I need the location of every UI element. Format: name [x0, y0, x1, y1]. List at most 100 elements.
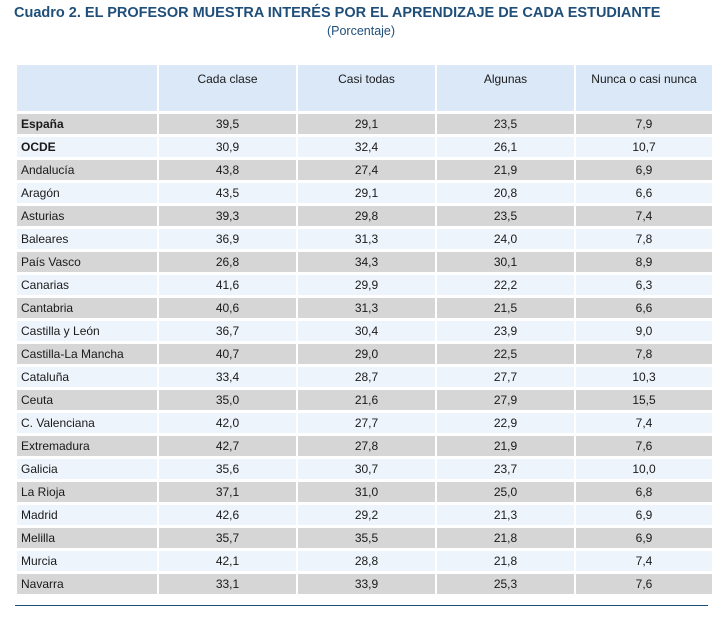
value-cell: 7,9 — [576, 114, 712, 134]
value-cell: 43,5 — [159, 183, 296, 203]
value-cell: 23,9 — [437, 321, 574, 341]
value-cell: 33,9 — [298, 574, 435, 594]
table-title: Cuadro 2. EL PROFESOR MUESTRA INTERÉS PO… — [14, 5, 661, 21]
value-cell: 37,1 — [159, 482, 296, 502]
value-cell: 39,3 — [159, 206, 296, 226]
value-cell: 7,4 — [576, 413, 712, 433]
table-row: España 39,5 29,1 23,5 7,9 — [17, 114, 712, 134]
value-cell: 42,6 — [159, 505, 296, 525]
table-row: Castilla y León 36,7 30,4 23,9 9,0 — [17, 321, 712, 341]
value-cell: 33,1 — [159, 574, 296, 594]
value-cell: 35,5 — [298, 528, 435, 548]
value-cell: 27,9 — [437, 390, 574, 410]
value-cell: 21,6 — [298, 390, 435, 410]
region-cell: Aragón — [17, 183, 157, 203]
table-row: Extremadura 42,7 27,8 21,9 7,6 — [17, 436, 712, 456]
value-cell: 43,8 — [159, 160, 296, 180]
value-cell: 36,9 — [159, 229, 296, 249]
value-cell: 21,9 — [437, 160, 574, 180]
region-cell: Galicia — [17, 459, 157, 479]
value-cell: 7,8 — [576, 229, 712, 249]
table-row: Baleares 36,9 31,3 24,0 7,8 — [17, 229, 712, 249]
value-cell: 29,1 — [298, 114, 435, 134]
value-cell: 10,0 — [576, 459, 712, 479]
region-cell: Cataluña — [17, 367, 157, 387]
value-cell: 30,7 — [298, 459, 435, 479]
value-cell: 42,0 — [159, 413, 296, 433]
value-cell: 6,3 — [576, 275, 712, 295]
value-cell: 6,9 — [576, 528, 712, 548]
value-cell: 40,6 — [159, 298, 296, 318]
value-cell: 29,8 — [298, 206, 435, 226]
value-cell: 28,8 — [298, 551, 435, 571]
value-cell: 10,3 — [576, 367, 712, 387]
value-cell: 26,1 — [437, 137, 574, 157]
table-row: Aragón 43,5 29,1 20,8 6,6 — [17, 183, 712, 203]
value-cell: 8,9 — [576, 252, 712, 272]
value-cell: 41,6 — [159, 275, 296, 295]
value-cell: 22,2 — [437, 275, 574, 295]
value-cell: 31,3 — [298, 229, 435, 249]
value-cell: 6,8 — [576, 482, 712, 502]
value-cell: 25,0 — [437, 482, 574, 502]
value-cell: 15,5 — [576, 390, 712, 410]
value-cell: 9,0 — [576, 321, 712, 341]
value-cell: 33,4 — [159, 367, 296, 387]
data-table: Cada clase Casi todas Algunas Nunca o ca… — [15, 62, 714, 597]
table-row: Navarra 33,1 33,9 25,3 7,6 — [17, 574, 712, 594]
region-cell: Castilla-La Mancha — [17, 344, 157, 364]
region-cell: Murcia — [17, 551, 157, 571]
table-row: C. Valenciana 42,0 27,7 22,9 7,4 — [17, 413, 712, 433]
column-header-algunas: Algunas — [437, 65, 574, 111]
value-cell: 36,7 — [159, 321, 296, 341]
bottom-rule — [15, 605, 708, 606]
value-cell: 40,7 — [159, 344, 296, 364]
table-row: Cataluña 33,4 28,7 27,7 10,3 — [17, 367, 712, 387]
table-row: Melilla 35,7 35,5 21,8 6,9 — [17, 528, 712, 548]
region-cell: OCDE — [17, 137, 157, 157]
table-row: Murcia 42,1 28,8 21,8 7,4 — [17, 551, 712, 571]
value-cell: 7,6 — [576, 574, 712, 594]
value-cell: 7,4 — [576, 206, 712, 226]
value-cell: 31,3 — [298, 298, 435, 318]
value-cell: 23,5 — [437, 114, 574, 134]
region-cell: País Vasco — [17, 252, 157, 272]
value-cell: 7,6 — [576, 436, 712, 456]
table-subtitle: (Porcentaje) — [326, 24, 396, 38]
table-row: OCDE 30,9 32,4 26,1 10,7 — [17, 137, 712, 157]
region-cell: Cantabria — [17, 298, 157, 318]
value-cell: 27,4 — [298, 160, 435, 180]
table-row: País Vasco 26,8 34,3 30,1 8,9 — [17, 252, 712, 272]
value-cell: 42,7 — [159, 436, 296, 456]
value-cell: 30,9 — [159, 137, 296, 157]
value-cell: 10,7 — [576, 137, 712, 157]
region-cell: España — [17, 114, 157, 134]
value-cell: 26,8 — [159, 252, 296, 272]
value-cell: 23,7 — [437, 459, 574, 479]
header-row: Cada clase Casi todas Algunas Nunca o ca… — [17, 65, 712, 111]
region-cell: Navarra — [17, 574, 157, 594]
value-cell: 31,0 — [298, 482, 435, 502]
table-row: La Rioja 37,1 31,0 25,0 6,8 — [17, 482, 712, 502]
region-cell: Extremadura — [17, 436, 157, 456]
value-cell: 21,9 — [437, 436, 574, 456]
value-cell: 7,4 — [576, 551, 712, 571]
value-cell: 35,6 — [159, 459, 296, 479]
region-cell: Castilla y León — [17, 321, 157, 341]
table-body: España 39,5 29,1 23,5 7,9 OCDE 30,9 32,4 26,1 10,… — [17, 114, 712, 594]
table-row: Canarias 41,6 29,9 22,2 6,3 — [17, 275, 712, 295]
value-cell: 21,5 — [437, 298, 574, 318]
column-header-region — [17, 65, 157, 111]
value-cell: 21,8 — [437, 528, 574, 548]
value-cell: 32,4 — [298, 137, 435, 157]
value-cell: 20,8 — [437, 183, 574, 203]
column-header-nunca: Nunca o casi nunca — [576, 65, 712, 111]
value-cell: 7,8 — [576, 344, 712, 364]
value-cell: 22,9 — [437, 413, 574, 433]
value-cell: 35,0 — [159, 390, 296, 410]
region-cell: Asturias — [17, 206, 157, 226]
region-cell: Baleares — [17, 229, 157, 249]
value-cell: 6,6 — [576, 298, 712, 318]
region-cell: La Rioja — [17, 482, 157, 502]
value-cell: 42,1 — [159, 551, 296, 571]
